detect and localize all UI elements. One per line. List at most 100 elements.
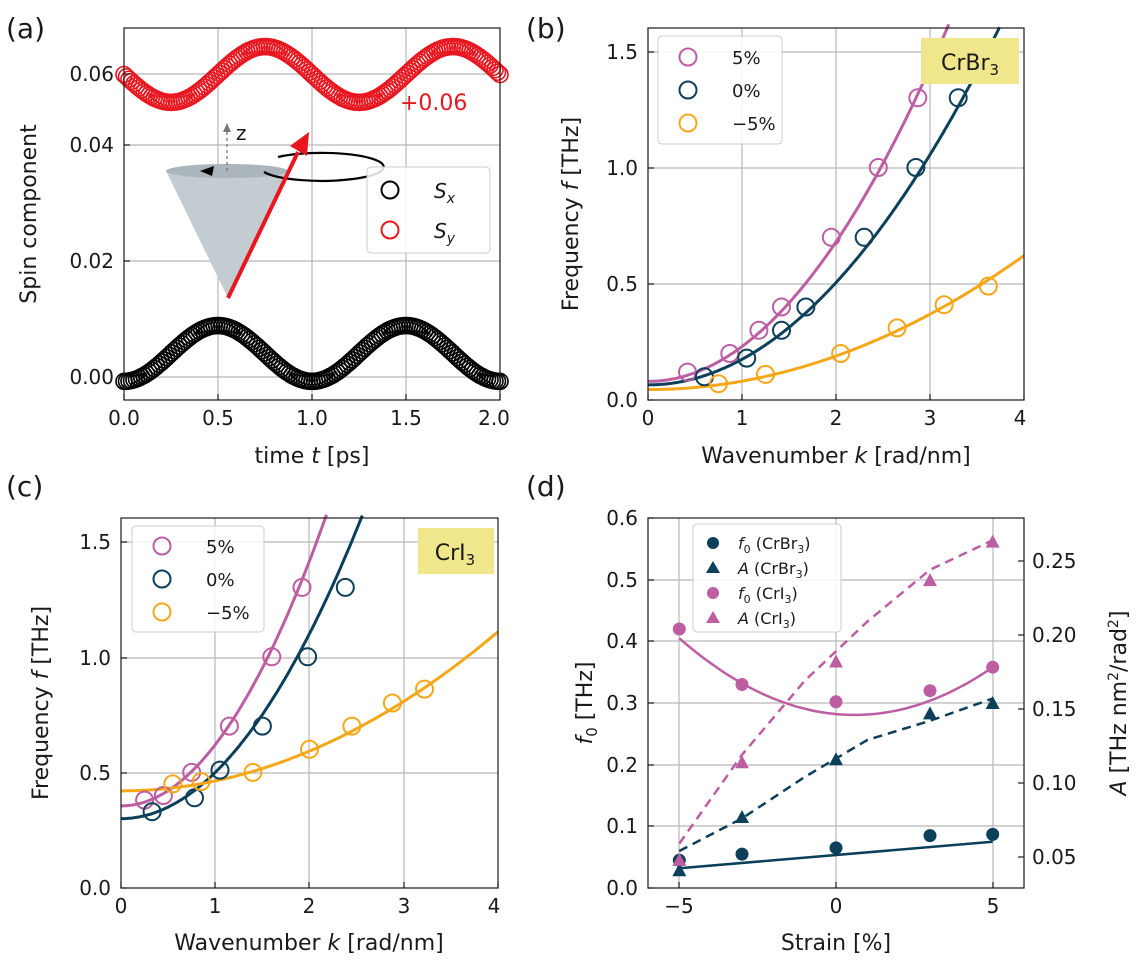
data-point [219,716,239,736]
xtick-label: 2.0 [478,406,510,430]
badge-box [418,528,494,574]
data-point [831,344,851,363]
data-point [163,774,183,794]
panel-a-ylabel: Spin component [17,124,42,304]
ytick-label: 0.5 [606,568,638,592]
legend-marker-a-cri3 [706,611,720,623]
xtick-label: 4 [488,894,501,918]
legend-label-sy: Sy [434,219,456,247]
legend-marker-sx [380,180,400,200]
panel-d-ticks [648,517,1024,889]
panel-d-legend: f0 (CrBr3) A (CrBr3) f0 (CrI3) A (CrI3) [692,523,842,633]
ytick-label-right: 0.25 [1032,549,1077,573]
panel-c-ylabel: Frequency f [THz] [29,606,54,800]
badge-label: CrI3 [435,541,475,569]
data-point [854,227,874,247]
xtick-label: 3 [398,894,411,918]
data-point [986,827,1000,841]
legend-label-neg5pct: −5% [732,114,776,135]
data-point [749,320,769,340]
ytick-label-right: 0.10 [1032,771,1077,795]
legend-marker-0pct [152,569,172,589]
sy-series [115,37,509,112]
legend-label-f0-crbr3: f0 (CrBr3) [738,534,811,556]
panel-a-label: (a) [6,12,45,45]
legend-box [657,35,783,145]
panel-d-ylabel-left: f0 [THz] [573,662,601,745]
xtick-label: 0 [115,894,128,918]
xtick-label: 2 [303,894,316,918]
data-point [382,693,402,713]
data-point [923,684,937,698]
panel-d-xlabel: Strain [%] [781,931,891,956]
legend-box [131,525,265,633]
data-point-triangle [985,534,1000,548]
panel-c-label: (c) [6,470,43,503]
legend-marker-5pct [152,536,172,556]
data-point [252,716,272,736]
data-point [735,678,749,691]
spin-vector-arrowhead-icon [290,132,309,156]
panel-d-xtick-labels: −5 0 5 [664,894,999,918]
data-point [191,772,211,792]
panel-a-xtick-labels: 0.0 0.5 1.0 1.5 2.0 [108,406,510,430]
panel-b-legend: 5% 0% −5% [657,35,783,145]
data-point [298,647,318,667]
legend-marker-f0-cri3 [707,587,719,599]
legend-box [692,523,842,633]
data-point [709,374,728,394]
panel-d-ytick-labels-right: 0.05 0.10 0.15 0.20 0.25 [1032,549,1077,869]
ytick-label: 0.04 [69,133,114,157]
ytick-label: 1.5 [79,530,111,554]
legend-marker-a-crbr3 [706,561,720,573]
cone-body [166,171,288,298]
data-point-triangle [985,696,1000,709]
data-point [737,348,757,368]
ytick-label: 0.0 [606,388,638,412]
z-axis-arrowhead-icon [223,123,231,132]
fit-curve [678,637,994,717]
data-point-triangle [923,573,937,587]
ytick-label: 0.5 [79,761,111,785]
legend-marker-sy [380,220,400,240]
xtick-label: 0 [830,894,843,918]
data-point [887,318,907,338]
data-point [908,88,928,108]
data-point [262,647,282,667]
data-point-triangle [735,755,749,769]
panel-d-ytick-labels-left: 0.0 0.1 0.2 0.3 0.4 0.5 0.6 [606,506,638,900]
panel-a-ytick-labels: 0.00 0.02 0.04 0.06 [69,62,114,389]
panel-c-data-points [135,577,434,822]
badge-label: CrBr3 [941,51,999,79]
data-point [978,276,998,296]
fit-curve [648,26,1001,387]
fit-curve-dashed [678,539,994,845]
legend-label-sx: Sx [434,179,456,207]
panel-c-xtick-labels: 0 1 2 3 4 [115,894,501,918]
data-point [142,802,162,822]
data-point [185,788,204,808]
legend-marker-f0-crbr3 [707,537,719,549]
ytick-label: 0.2 [606,753,638,777]
material-badge-crbr3: CrBr3 [921,38,1019,84]
xtick-label: 4 [1014,406,1027,430]
panel-c-ticks [120,541,499,889]
ytick-label: 0.06 [69,62,114,86]
legend-label-neg5pct: −5% [206,603,250,624]
precession-arrowhead-icon [200,166,214,176]
precession-cone-inset: z [166,121,385,299]
ytick-label-right: 0.15 [1032,697,1077,721]
panel-b-xlabel: Wavenumber k [rad/nm] [701,444,970,469]
spin-data-point [486,61,504,79]
xtick-label: −5 [664,894,693,918]
data-point [829,841,843,855]
data-point [772,320,791,340]
ytick-label: 0.1 [606,814,638,838]
legend-marker-neg5pct [678,113,698,133]
data-point [796,297,816,317]
legend-label-5pct: 5% [206,537,235,558]
panel-c: 5% 0% −5% CrI3 0 1 2 3 4 0.0 0.5 1.0 1.5 [6,470,500,956]
data-point [756,364,775,384]
legend-label-a-cri3: A (CrI3) [737,609,796,631]
